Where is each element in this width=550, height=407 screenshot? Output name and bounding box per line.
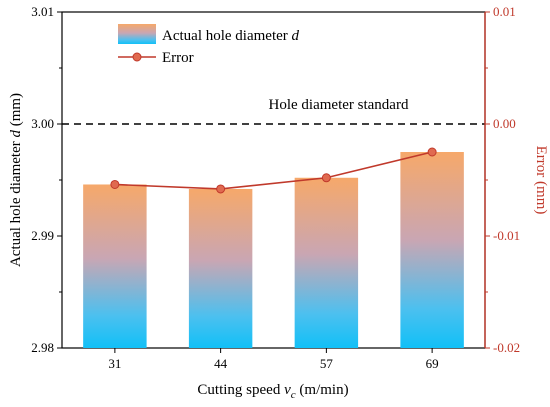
x-axis-title: Cutting speed vc (m/min) <box>197 382 348 401</box>
error-series-line <box>114 151 433 190</box>
right-axis-ticks: -0.02 -0.01 0.00 0.01 <box>484 4 520 355</box>
y2-tick-label: -0.01 <box>493 228 520 243</box>
error-point <box>216 184 226 194</box>
y-axis-title: Actual hole diameter d (mm) <box>8 93 24 267</box>
y2-tick-label: -0.02 <box>493 340 520 355</box>
bar <box>83 184 147 348</box>
y2-axis-title: Error (mm) <box>533 146 549 215</box>
y-tick-label: 3.01 <box>31 4 54 19</box>
left-axis-ticks: 2.98 2.99 3.00 3.01 <box>31 4 62 355</box>
error-point <box>427 147 437 157</box>
bar <box>294 177 359 348</box>
reference-line-label: Hole diameter standard <box>269 97 409 113</box>
x-tick-label: 69 <box>426 356 439 371</box>
legend-line-label: Error <box>162 50 194 66</box>
error-point <box>321 173 331 183</box>
error-point-group <box>110 147 437 194</box>
x-tick-label: 44 <box>214 356 228 371</box>
bar <box>188 188 253 348</box>
legend-bar-swatch <box>118 24 156 44</box>
x-tick-label: 31 <box>108 356 121 371</box>
legend-bar-label: Actual hole diameter d <box>162 28 300 44</box>
legend-line-marker <box>132 52 142 62</box>
x-tick-label: 57 <box>320 356 334 371</box>
error-point <box>110 179 120 189</box>
y2-tick-label: 0.01 <box>493 4 516 19</box>
legend: Actual hole diameter d Error <box>118 24 300 66</box>
bar <box>400 152 464 348</box>
y-tick-label: 3.00 <box>31 116 54 131</box>
bar-group <box>83 152 464 348</box>
y-tick-label: 2.99 <box>31 228 54 243</box>
y-tick-label: 2.98 <box>31 340 54 355</box>
x-axis-ticks: 31 44 57 69 <box>108 348 439 371</box>
y2-tick-label: 0.00 <box>493 116 516 131</box>
